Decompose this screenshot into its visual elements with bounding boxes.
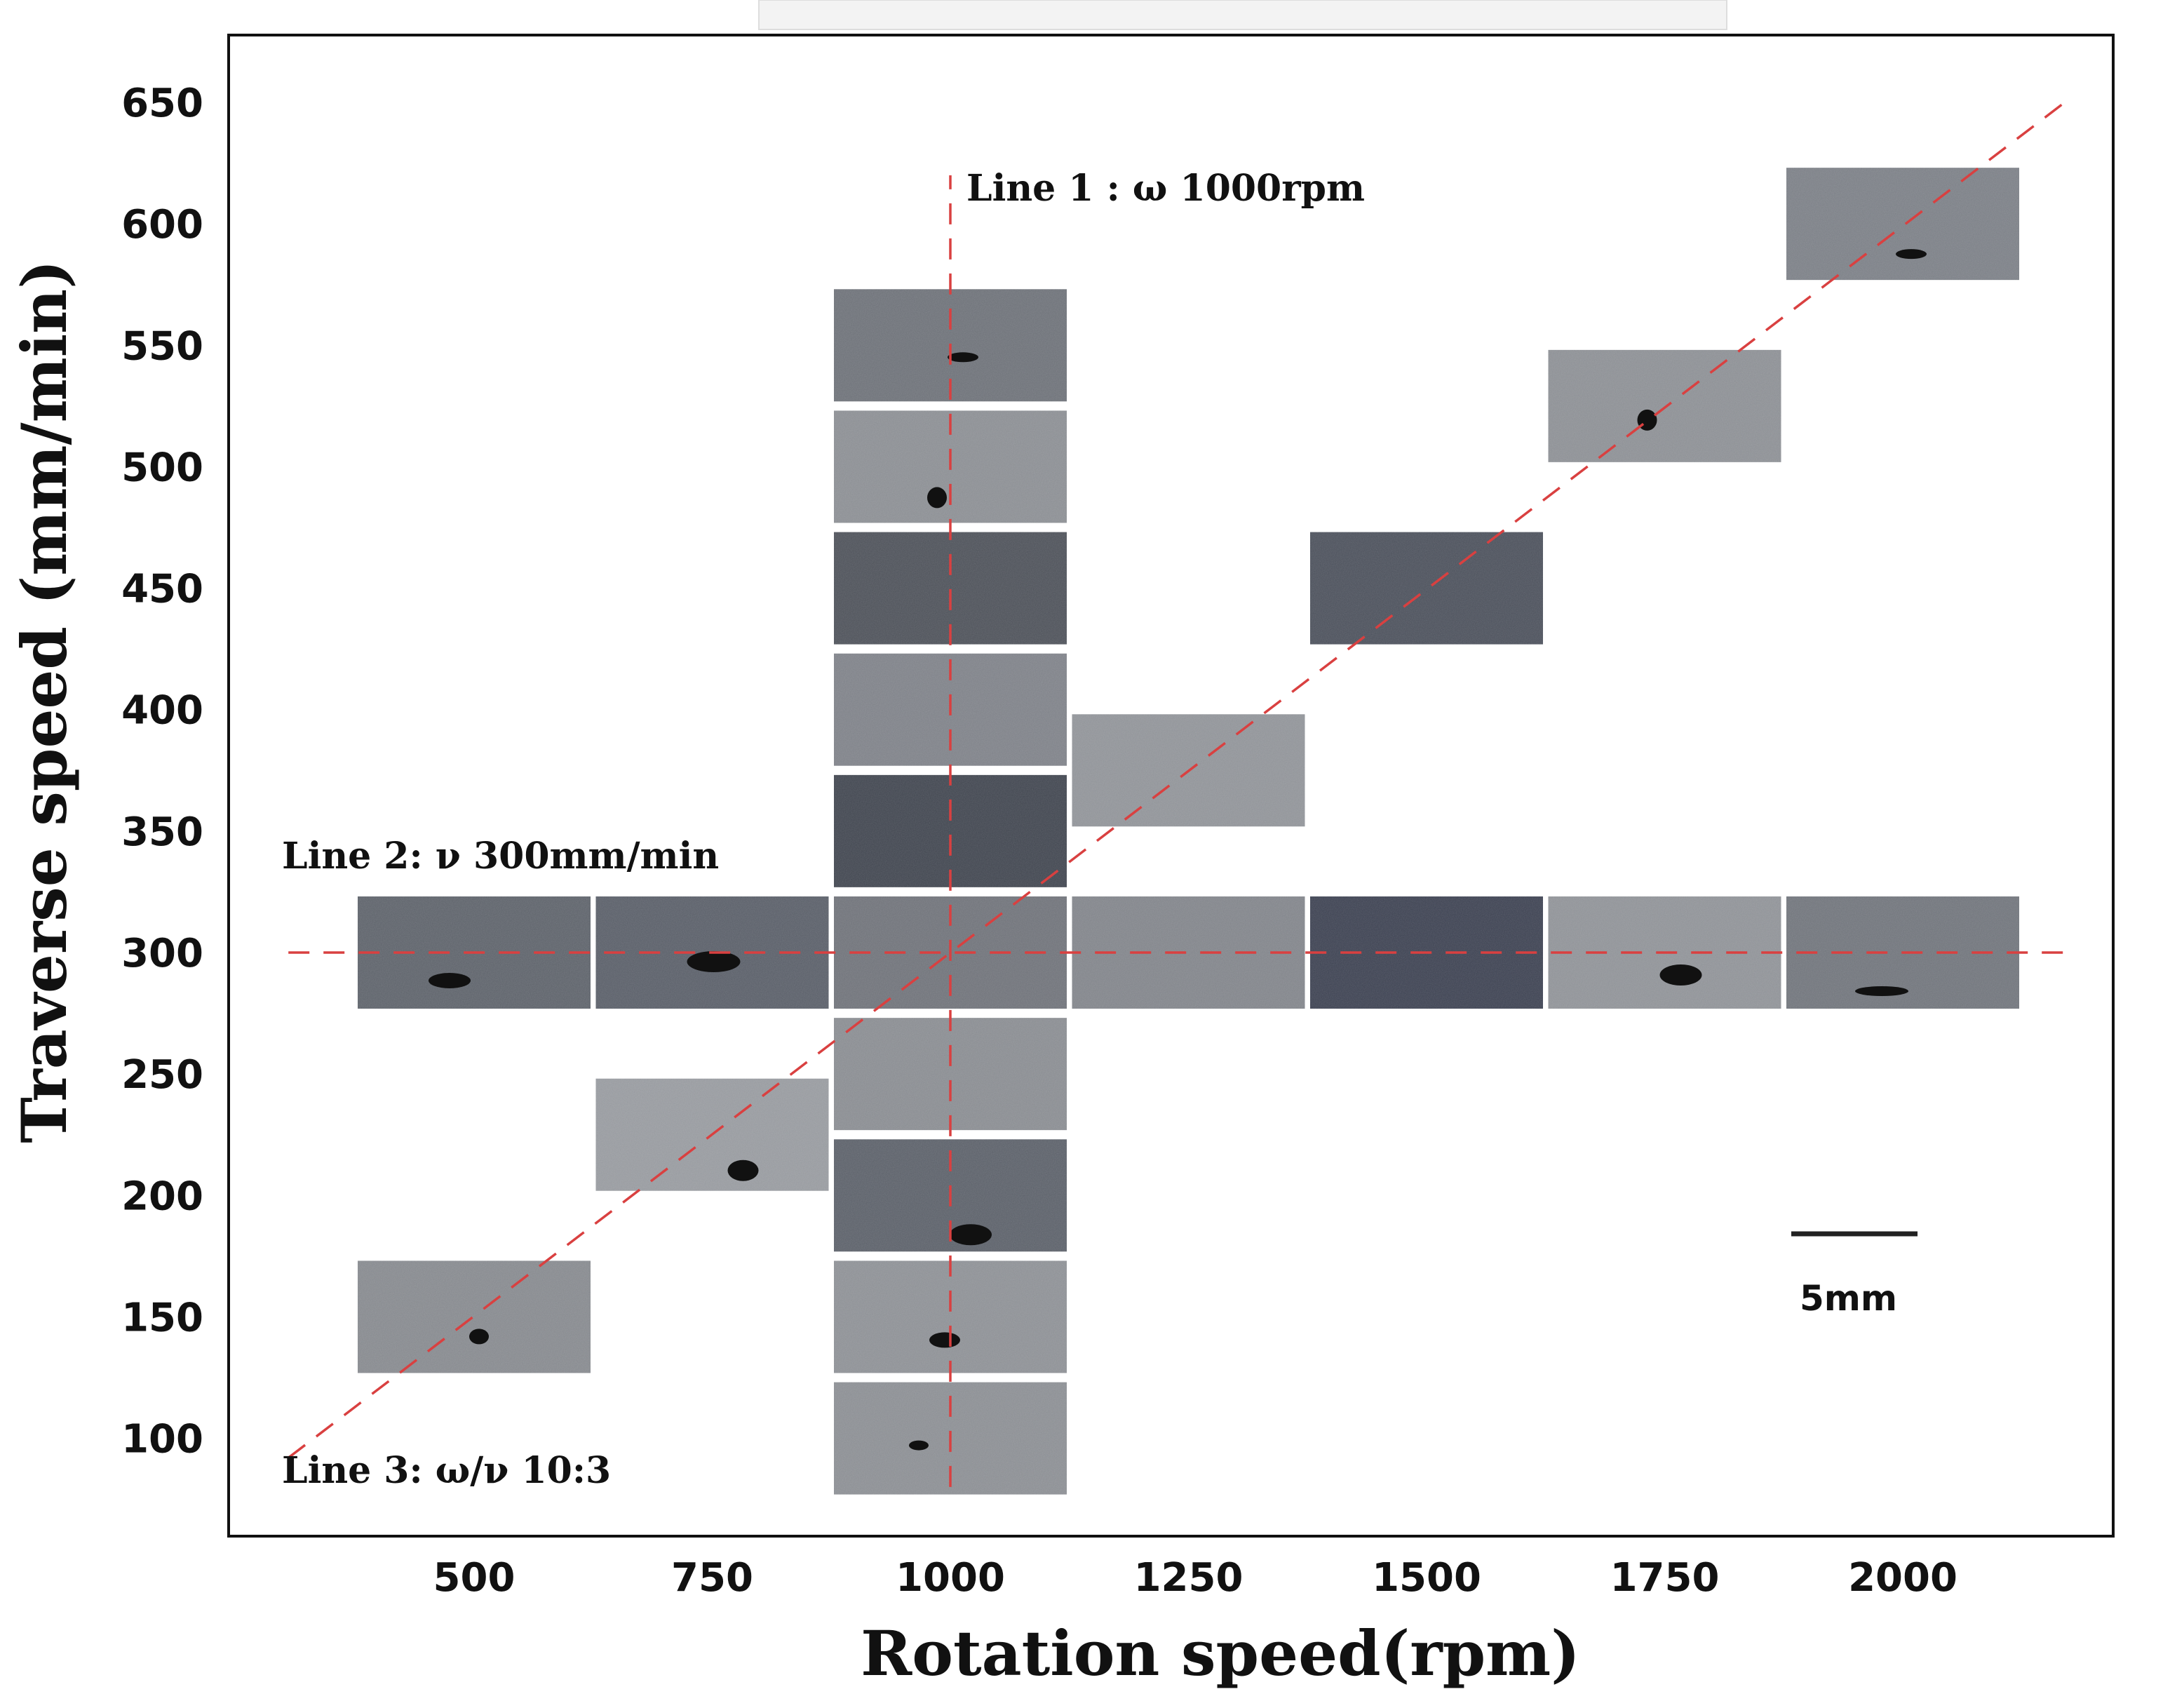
y-tick-label: 300 [121,931,203,976]
defect-mark [950,1224,992,1246]
y-tick-label: 550 [121,323,203,369]
sample-image [1307,529,1546,647]
y-tick-label: 100 [121,1417,203,1462]
guide-lines [288,101,2075,1487]
defect-mark [469,1329,489,1345]
y-tick-label: 400 [121,688,203,734]
line-3-diagonal [288,101,2065,1459]
sample-image [355,1258,593,1376]
x-tick-label: 2000 [1848,1555,1957,1601]
y-tick-label: 200 [121,1174,203,1219]
sample-image [831,1258,1070,1376]
defect-mark [1896,249,1927,260]
top-strip [758,0,1727,30]
x-tick-label: 1000 [896,1555,1005,1601]
line-1-vertical-label: Line 1 : ω 1000rpm [966,167,1365,210]
x-tick-label: 1750 [1610,1555,1720,1601]
line-2-horizontal-label: Line 2: ν 300mm/min [282,835,719,877]
defect-mark [948,352,978,363]
y-tick-label: 150 [121,1295,203,1340]
defect-mark [1659,964,1702,986]
y-tick-label: 500 [121,445,203,490]
y-tick-label: 650 [121,81,203,126]
defect-mark [429,973,471,988]
defect-mark [929,1332,960,1348]
axis-ticks: 500 750 1000 1250 1500 1750 2000 100 150 200 250 30… [121,81,1957,1601]
x-tick-label: 1500 [1372,1555,1481,1601]
line-3-diagonal-label: Line 3: ω/ν 10:3 [282,1449,611,1492]
y-axis-title: Traverse speed (mm/min) [8,260,81,1143]
y-tick-label: 350 [121,809,203,855]
x-tick-label: 750 [671,1555,753,1601]
sample-image [1784,165,2022,283]
y-tick-label: 250 [121,1052,203,1098]
x-axis-title: Rotation speed(rpm) [861,1617,1580,1690]
x-tick-label: 1250 [1134,1555,1244,1601]
defect-mark [927,487,947,509]
defect-mark [1855,986,1908,996]
defect-mark [687,951,741,972]
plot-frame [227,34,2115,1538]
y-tick-label: 450 [121,567,203,612]
sample-image [831,772,1070,890]
defect-mark [727,1159,759,1181]
scale-bar-label: 5mm [1800,1278,1897,1319]
defect-mark [909,1440,929,1451]
x-tick-label: 500 [433,1555,515,1601]
sample-image [831,1015,1070,1134]
sample-image [1545,347,1784,465]
line-annotations: Line 1 : ω 1000rpm Line 2: ν 300mm/min Lin… [282,167,1365,1492]
sample-images [355,165,2022,1498]
y-tick-label: 600 [121,202,203,248]
